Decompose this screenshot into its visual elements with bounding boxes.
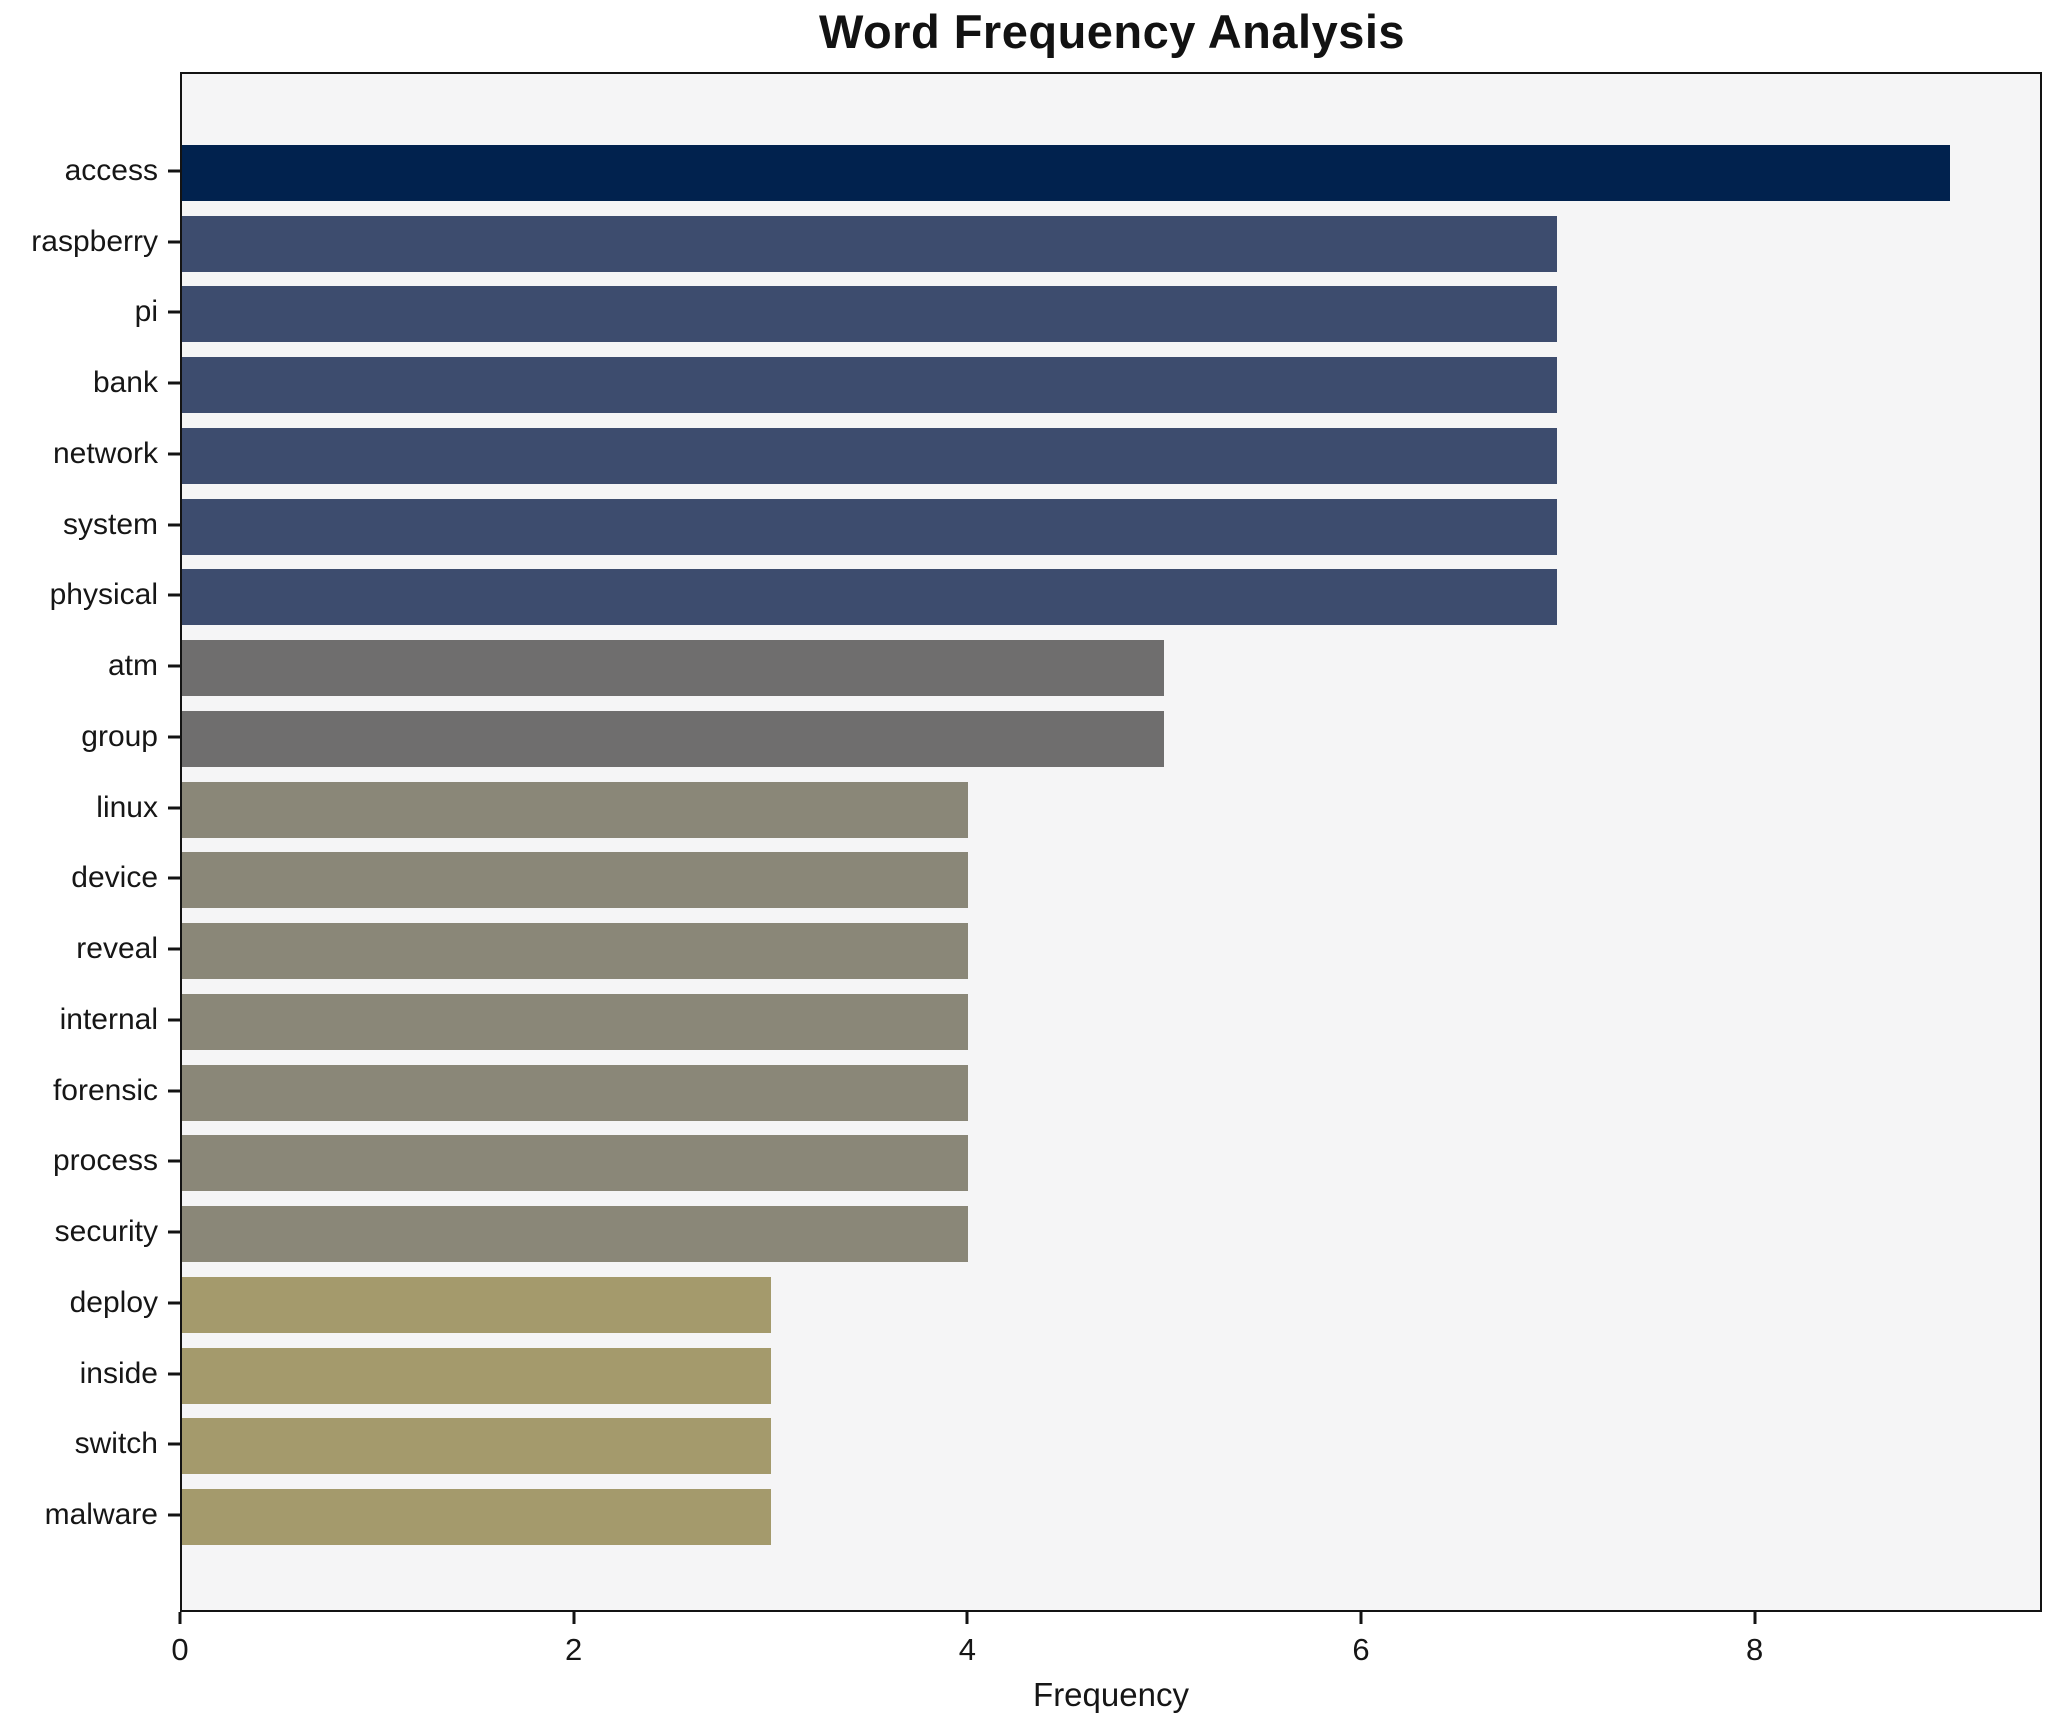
x-tick-mark: [965, 1612, 969, 1624]
x-tick-label: 8: [1746, 1632, 1764, 1667]
bar: [182, 498, 1557, 555]
y-tick-label: raspberry: [31, 224, 158, 258]
y-tick-mark: [168, 735, 180, 739]
y-tick-label: forensic: [52, 1073, 158, 1107]
y-tick-mark: [168, 1372, 180, 1376]
y-tick-mark: [168, 806, 180, 810]
bar: [182, 993, 968, 1050]
y-axis: access raspberry pi bank network system physic…: [0, 72, 180, 1612]
y-tick-mark: [168, 1089, 180, 1093]
x-tick-label: 2: [565, 1632, 583, 1667]
y-tick-mark: [168, 664, 180, 668]
bar: [182, 215, 1557, 272]
bar: [182, 1489, 772, 1546]
x-axis: Frequency 0 2 4 6 8: [171, 1612, 2042, 1722]
x-tick-label: 0: [171, 1632, 189, 1667]
y-tick-label: bank: [92, 366, 158, 400]
y-tick-mark: [168, 452, 180, 456]
y-tick-mark: [168, 1230, 180, 1234]
bar: [182, 569, 1557, 626]
y-tick-mark: [168, 947, 180, 951]
x-tick-mark: [1753, 1612, 1757, 1624]
x-tick-mark: [572, 1612, 576, 1624]
bar: [182, 286, 1557, 343]
y-tick-mark: [168, 381, 180, 385]
bar: [182, 1135, 968, 1192]
y-tick-label: security: [54, 1215, 158, 1249]
chart-title: Word Frequency Analysis: [818, 5, 1406, 58]
y-tick-label: inside: [79, 1356, 158, 1390]
y-tick-mark: [168, 593, 180, 597]
bar: [182, 852, 968, 909]
y-tick-label: malware: [44, 1498, 158, 1532]
bar: [182, 1276, 772, 1333]
y-tick-label: access: [64, 154, 158, 187]
x-tick-label: 4: [958, 1632, 976, 1667]
y-tick-label: group: [81, 719, 158, 753]
y-tick-label: device: [71, 861, 158, 895]
x-tick-label: 6: [1352, 1632, 1370, 1667]
y-tick-label: atm: [107, 649, 158, 683]
y-tick-label: internal: [59, 1002, 158, 1036]
y-tick-mark: [168, 1513, 180, 1517]
x-tick-mark: [178, 1612, 182, 1624]
bar: [182, 1064, 968, 1121]
y-tick-mark: [168, 169, 180, 173]
bar: [182, 357, 1557, 414]
y-tick-mark: [168, 240, 180, 244]
y-tick-label: switch: [74, 1427, 158, 1461]
x-tick-mark: [1359, 1612, 1363, 1624]
y-tick-mark: [168, 310, 180, 314]
y-tick-mark: [168, 523, 180, 527]
y-tick-label: linux: [96, 790, 158, 824]
y-tick-label: deploy: [69, 1285, 158, 1319]
y-tick-mark: [168, 1442, 180, 1446]
y-tick-mark: [168, 1301, 180, 1305]
bar: [182, 1347, 772, 1404]
x-axis-label: Frequency: [1033, 1676, 1189, 1713]
y-tick-label: reveal: [76, 932, 158, 966]
y-tick-label: process: [52, 1144, 158, 1178]
bar: [182, 781, 968, 838]
y-tick-mark: [168, 1018, 180, 1022]
y-tick-label: pi: [134, 295, 158, 329]
bar: [182, 640, 1165, 697]
y-tick-label: network: [52, 436, 158, 470]
bar: [182, 1206, 968, 1263]
bar: [182, 923, 968, 980]
plot-area: [180, 72, 2042, 1612]
y-tick-label: system: [62, 507, 158, 541]
y-tick-mark: [168, 1159, 180, 1163]
bar: [182, 710, 1165, 767]
y-tick-label: physical: [49, 578, 158, 612]
bar: [182, 145, 1950, 201]
bar: [182, 1418, 772, 1475]
bar: [182, 427, 1557, 484]
y-tick-mark: [168, 876, 180, 880]
